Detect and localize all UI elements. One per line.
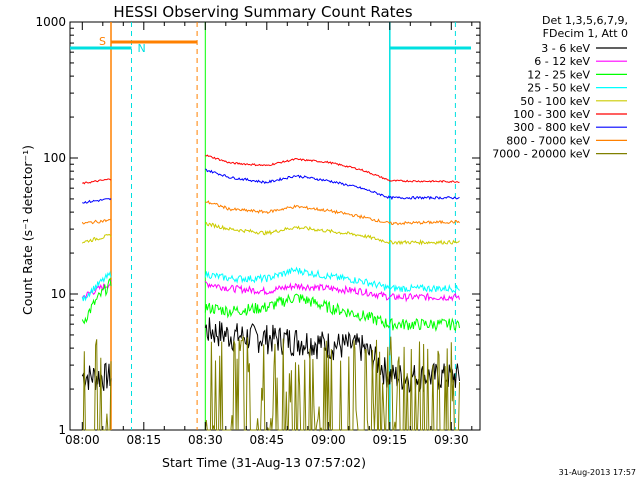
series-group — [81, 200, 460, 226]
series-line — [205, 168, 391, 200]
x-tick-label: 08:30 — [188, 433, 223, 447]
series-group — [81, 221, 460, 246]
series-line — [205, 200, 391, 225]
series-group — [82, 168, 460, 204]
series-line — [204, 336, 390, 432]
x-tick-label: 08:45 — [250, 433, 285, 447]
series-line — [81, 279, 112, 300]
series-group — [81, 317, 460, 394]
y-axis-ticks: 1 10 100 1000 — [35, 15, 480, 437]
series-group — [81, 279, 460, 303]
footer-timestamp: 31-Aug-2013 17:57 — [559, 468, 636, 477]
x-axis-ticks: 08:00 08:15 08:30 08:45 09:00 09:15 09:30 — [65, 22, 473, 447]
series-line — [81, 270, 112, 302]
series-line — [205, 154, 391, 182]
series-line — [389, 219, 460, 226]
series-line — [389, 292, 460, 303]
legend-header-line-2: FDecim 1, Att 0 — [543, 27, 628, 40]
series-line — [204, 317, 391, 388]
series-line — [389, 179, 460, 184]
y-tick-label: 10 — [51, 287, 66, 301]
series-line — [389, 317, 460, 333]
series-line — [389, 195, 460, 201]
legend-header-line-1: Det 1,3,5,6,7,9, — [542, 14, 628, 27]
plot-frame — [69, 21, 481, 431]
series-group — [81, 277, 460, 333]
y-tick-label: 1000 — [35, 15, 66, 29]
series-line — [82, 198, 112, 204]
legend-entry-label: 7000 - 20000 keV — [492, 148, 590, 161]
series-group — [82, 336, 460, 432]
night-flag-label: N — [138, 42, 146, 55]
plot-area: SN — [69, 21, 481, 432]
legend-entry-label: 12 - 25 keV — [527, 68, 590, 81]
series-line — [81, 233, 112, 244]
series-line — [82, 178, 112, 185]
series-line — [82, 339, 112, 431]
x-axis-label: Start Time (31-Aug-13 07:57:02) — [162, 455, 366, 470]
series-line — [389, 238, 460, 246]
legend-entry-label: 100 - 300 keV — [513, 108, 590, 121]
series-line — [204, 280, 391, 301]
legend: Det 1,3,5,6,7,9, FDecim 1, Att 0 3 - 6 k… — [492, 14, 628, 161]
series-line — [204, 293, 391, 329]
series-line — [389, 336, 460, 431]
series-group — [82, 154, 460, 185]
x-tick-label: 09:00 — [311, 433, 346, 447]
series-line — [81, 277, 112, 325]
x-tick-label: 09:15 — [373, 433, 408, 447]
y-axis-label: Count Rate (s⁻¹ detector⁻¹) — [20, 145, 35, 315]
legend-entry-label: 3 - 6 keV — [541, 42, 590, 55]
y-tick-label: 100 — [43, 151, 66, 165]
legend-entry-label: 6 - 12 keV — [534, 55, 590, 68]
legend-entry-label: 25 - 50 keV — [527, 82, 590, 95]
chart-title: HESSI Observing Summary Count Rates — [113, 3, 412, 21]
legend-entry-label: 800 - 7000 keV — [506, 134, 590, 147]
x-tick-label: 08:00 — [65, 433, 100, 447]
legend-entry-label: 300 - 800 keV — [513, 121, 590, 134]
x-tick-label: 09:30 — [434, 433, 469, 447]
series-line — [81, 218, 112, 225]
series-line — [204, 266, 391, 291]
y-tick-label: 1 — [58, 423, 66, 437]
series-line — [389, 283, 460, 294]
x-tick-label: 08:15 — [127, 433, 162, 447]
legend-entry-label: 50 - 100 keV — [520, 95, 590, 108]
saa-flag-label: S — [99, 35, 106, 48]
series-line — [389, 362, 460, 394]
series-group — [81, 266, 460, 302]
series-line — [204, 221, 391, 245]
